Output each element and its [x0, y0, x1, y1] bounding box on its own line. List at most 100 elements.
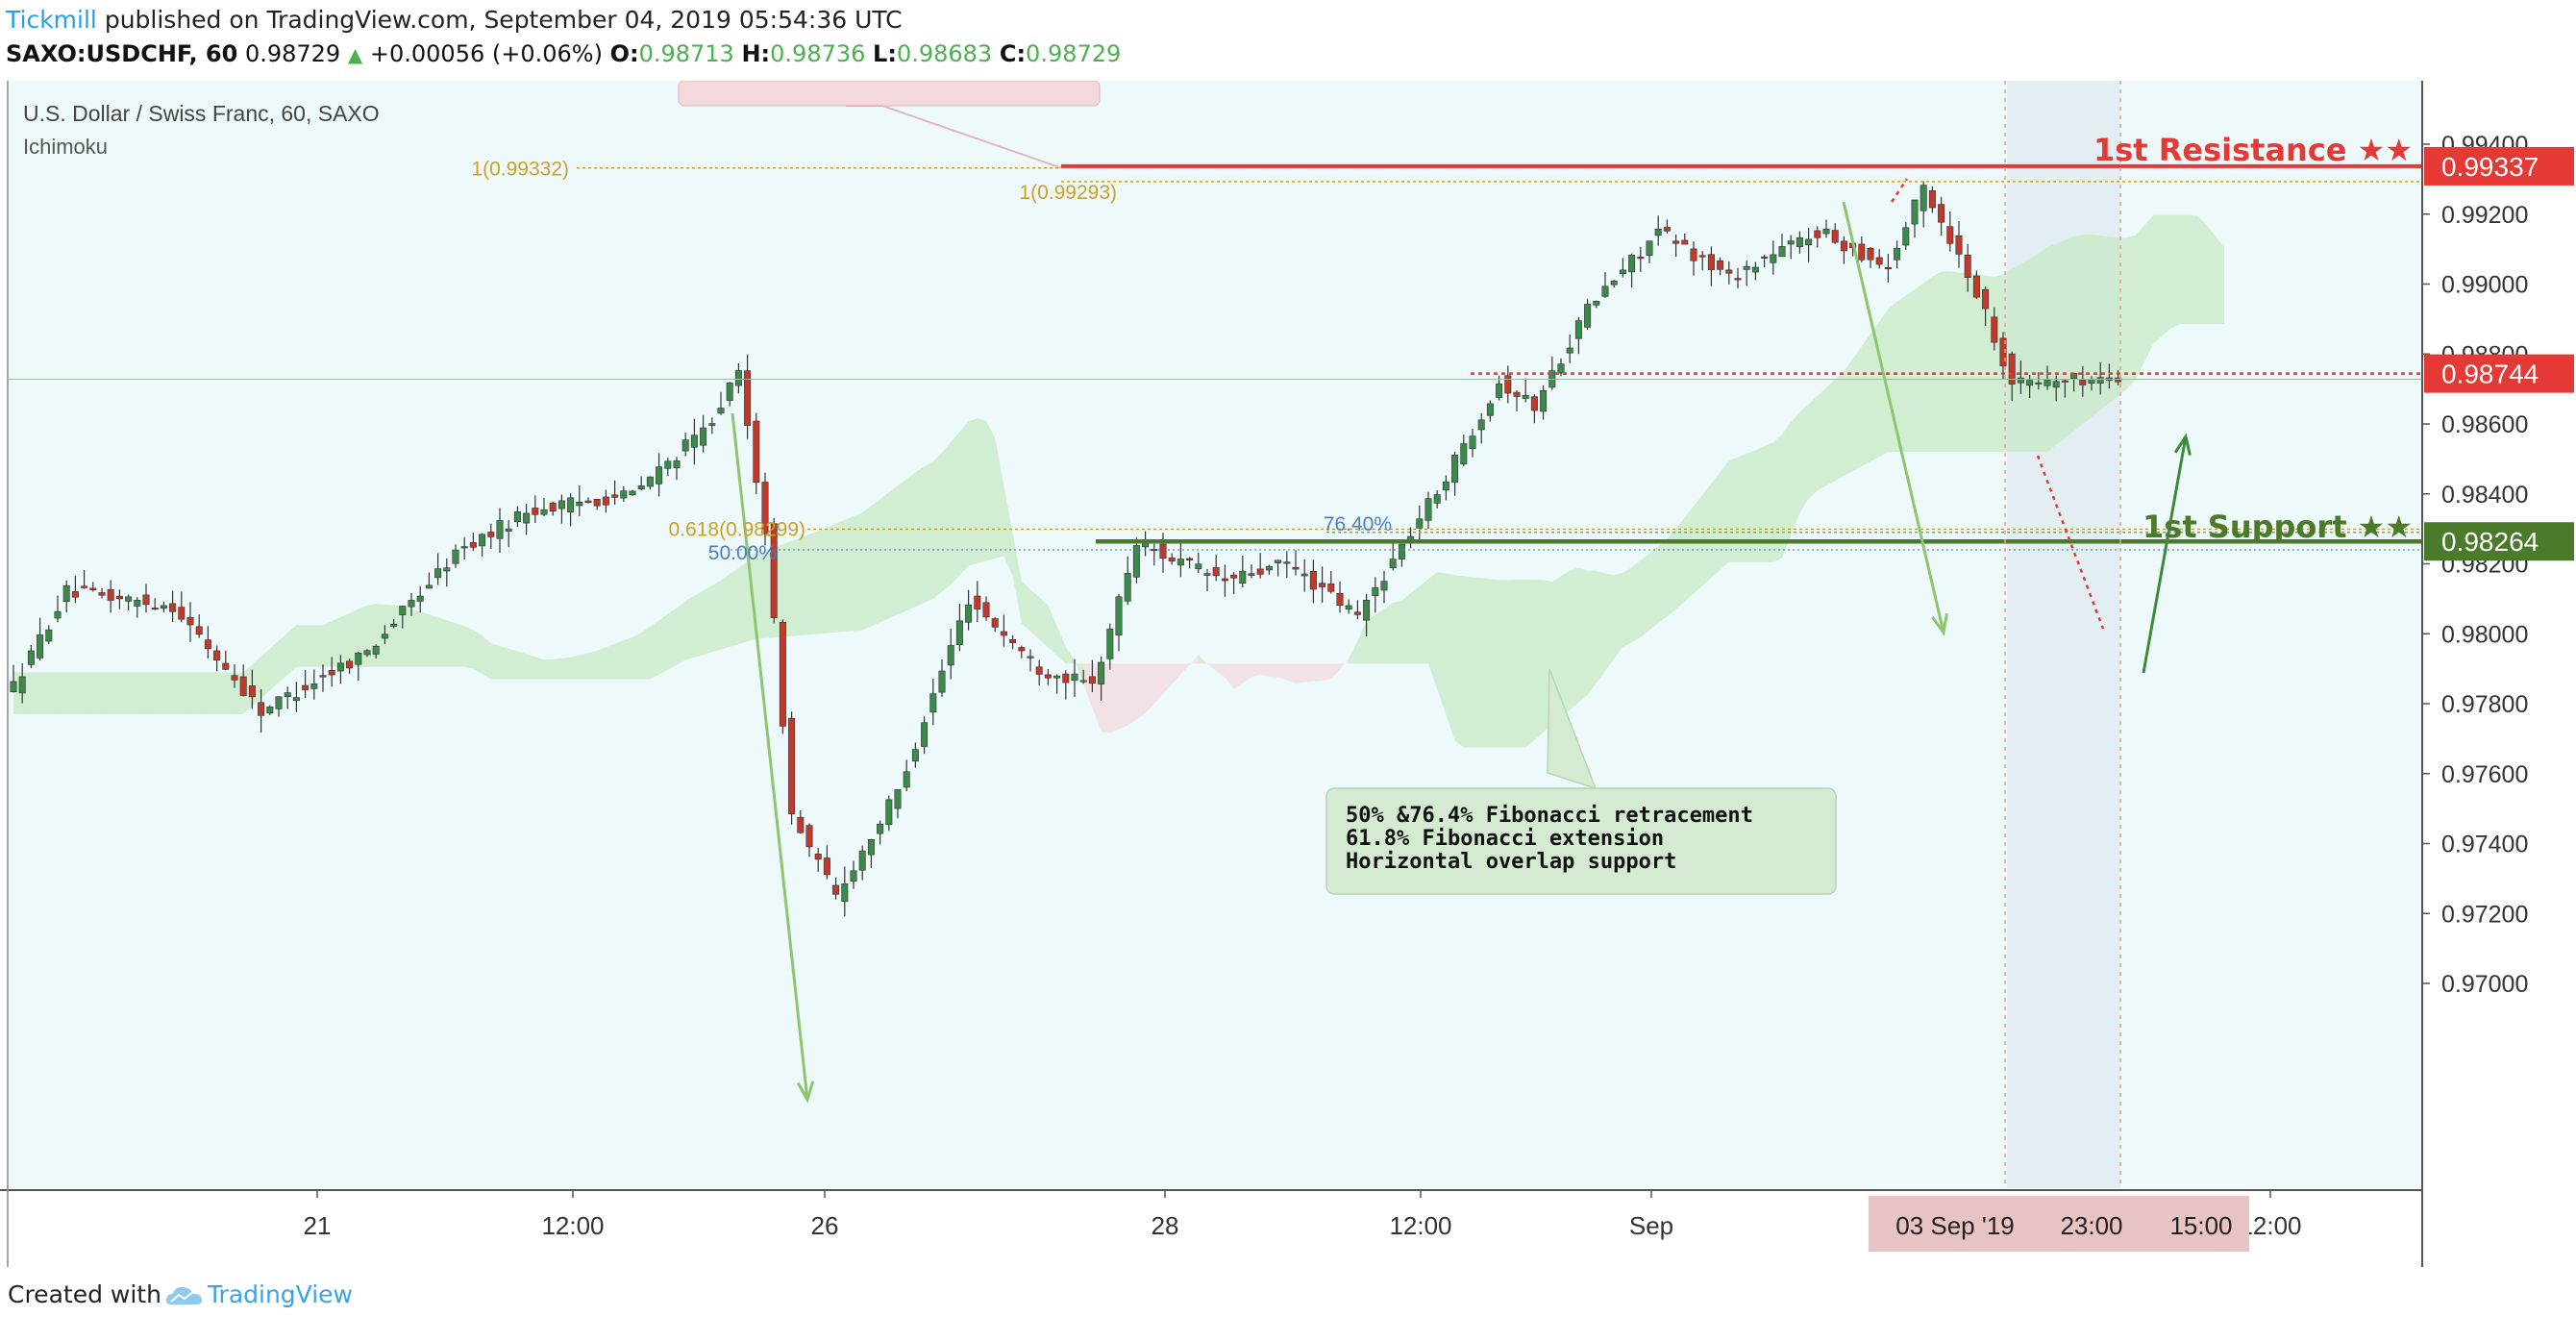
cloud-segment	[959, 421, 969, 576]
cloud-segment	[1507, 579, 1517, 748]
fib-note-line: Horizontal overlap support	[1346, 850, 1676, 874]
cloud-segment	[597, 647, 607, 680]
cloud-segment	[1366, 614, 1375, 664]
cloud-segment	[755, 550, 765, 639]
time-tick-label: 12:00	[1389, 1211, 1451, 1240]
candle-down	[779, 621, 786, 727]
cloud-segment	[102, 672, 111, 714]
candle-up	[965, 604, 973, 623]
cloud-segment	[809, 531, 819, 635]
time-axis[interactable]: 21 12:00 26 28 12:00 Sep 12:00 03 Sep '19 23:00 1…	[304, 1190, 2302, 1252]
cloud-segment	[871, 499, 880, 627]
author-link[interactable]: Tickmill	[6, 6, 97, 34]
candle-down	[744, 370, 752, 426]
time-tick-label: 26	[811, 1211, 839, 1240]
candle-down	[1221, 578, 1228, 582]
cloud-segment	[1296, 663, 1305, 683]
candle-up	[160, 605, 167, 609]
candle-up	[27, 650, 35, 665]
cloud-segment	[1172, 663, 1181, 684]
candle-down	[991, 618, 999, 628]
candle-up	[664, 460, 672, 469]
cloud-segment	[464, 626, 474, 669]
cloud-segment	[84, 672, 93, 714]
cloud-segment	[854, 512, 863, 632]
cloud-segment	[1437, 572, 1447, 715]
cloud-segment	[1021, 581, 1030, 632]
candle-up	[1610, 280, 1618, 286]
cloud-segment	[1163, 663, 1173, 694]
cloud-segment	[269, 640, 279, 691]
candle-up	[1053, 675, 1061, 679]
candle-up	[1195, 563, 1202, 570]
cloud-segment	[1976, 274, 1986, 453]
candle-down	[98, 592, 106, 596]
candle-down	[71, 591, 79, 598]
cloud-segment	[296, 625, 306, 667]
candle-down	[1009, 639, 1017, 643]
cloud-segment	[1075, 659, 1084, 684]
cloud-segment	[1932, 271, 1942, 453]
cloud-segment	[146, 672, 156, 714]
cloud-segment	[1755, 446, 1765, 562]
cloud-segment	[614, 640, 624, 680]
candle-down	[195, 626, 203, 635]
cloud-segment	[313, 625, 323, 667]
cloud-segment	[2082, 234, 2092, 424]
cloud-segment	[1065, 647, 1075, 664]
price-axis[interactable]: 0.994000.992000.990000.988000.986000.984…	[2422, 132, 2574, 998]
candle-up	[134, 600, 141, 607]
candle-down	[487, 532, 495, 537]
cloud-segment	[1782, 422, 1792, 559]
cloud-segment	[888, 485, 898, 619]
candle-up	[355, 652, 362, 665]
candle-down	[982, 602, 990, 618]
cloud-segment	[2118, 237, 2127, 396]
candle-down	[1035, 666, 1043, 675]
candle-up	[1283, 561, 1291, 564]
cloud-segment	[1119, 663, 1128, 730]
candles[interactable]	[10, 181, 2122, 917]
cloud-segment	[658, 613, 668, 675]
candle-down	[1336, 592, 1344, 607]
candle-up	[637, 485, 645, 489]
cloud-segment	[1675, 517, 1685, 609]
candle-up	[646, 476, 654, 487]
cloud-segment	[1694, 494, 1703, 594]
cloud-segment	[1225, 663, 1234, 689]
downtrend-arrow-head	[796, 1081, 815, 1104]
candle-up	[850, 870, 857, 882]
cloud-segment	[932, 452, 942, 599]
candle-up	[1345, 605, 1352, 609]
cloud-segment	[252, 656, 261, 707]
tradingview-link[interactable]: TradingView	[207, 1280, 353, 1308]
price-tick-label: 0.97000	[2441, 971, 2528, 998]
cloud-segment	[1728, 457, 1738, 562]
cloud-segment	[898, 479, 907, 615]
cloud-segment	[1684, 506, 1694, 602]
cloud-segment	[420, 611, 430, 667]
candle-up	[390, 623, 398, 627]
candle-up	[1433, 494, 1441, 504]
downtrend-arrow	[1842, 201, 1945, 634]
cloud-segment	[1791, 411, 1800, 535]
symbol-label[interactable]: SAXO:USDCHF, 60	[6, 40, 238, 67]
cloud-segment	[437, 617, 447, 667]
cloud-segment	[703, 585, 712, 656]
cloud-segment	[1012, 534, 1022, 624]
candle-up	[1177, 559, 1184, 566]
candle-up	[381, 634, 388, 639]
cloud-segment	[1207, 663, 1217, 671]
candle-down	[204, 639, 211, 650]
drawings[interactable]	[8, 81, 2422, 1188]
cloud-segment	[500, 646, 509, 680]
cloud-segment	[526, 654, 535, 680]
cloud-segment	[924, 460, 933, 603]
candle-down	[1319, 583, 1326, 587]
cloud-segment	[1870, 321, 1880, 462]
cloud-segment	[190, 672, 200, 714]
candle-up	[284, 692, 291, 698]
candle-down	[81, 585, 88, 588]
cloud-segment	[456, 623, 465, 667]
